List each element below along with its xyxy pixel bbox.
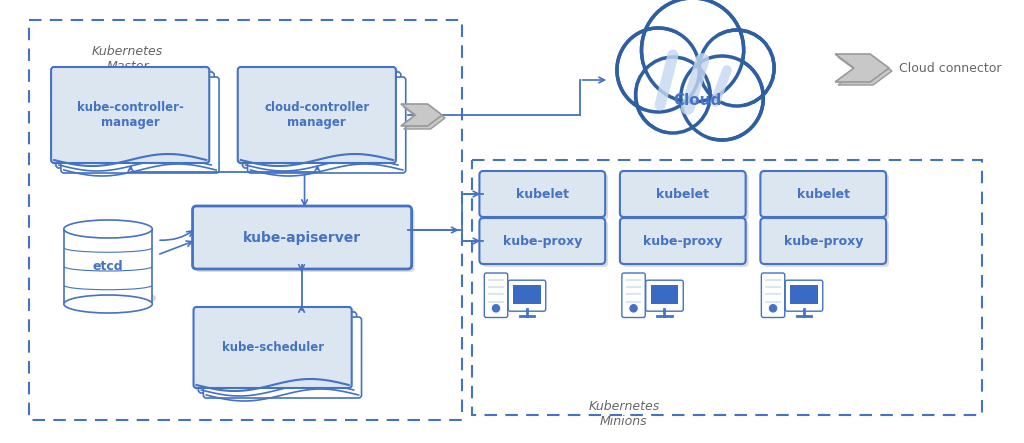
Circle shape (769, 305, 776, 312)
FancyBboxPatch shape (508, 280, 546, 311)
Circle shape (681, 56, 763, 140)
FancyBboxPatch shape (56, 72, 214, 168)
Text: kubelet: kubelet (797, 187, 850, 201)
Text: kube-proxy: kube-proxy (783, 234, 863, 248)
Text: kube-scheduler: kube-scheduler (221, 341, 324, 354)
FancyBboxPatch shape (248, 77, 406, 173)
Polygon shape (835, 54, 889, 82)
Text: kube-apiserver: kube-apiserver (243, 230, 361, 245)
FancyBboxPatch shape (620, 171, 745, 217)
FancyBboxPatch shape (763, 174, 889, 220)
FancyBboxPatch shape (196, 209, 415, 272)
Ellipse shape (63, 220, 153, 238)
Text: kubelet: kubelet (516, 187, 568, 201)
FancyBboxPatch shape (51, 67, 209, 163)
FancyBboxPatch shape (620, 218, 745, 264)
Circle shape (493, 305, 500, 312)
FancyBboxPatch shape (193, 206, 412, 269)
FancyBboxPatch shape (479, 171, 605, 217)
FancyBboxPatch shape (622, 273, 645, 318)
FancyBboxPatch shape (762, 273, 784, 318)
FancyBboxPatch shape (484, 273, 508, 318)
FancyBboxPatch shape (791, 285, 818, 304)
Circle shape (641, 0, 743, 102)
FancyBboxPatch shape (53, 69, 213, 167)
FancyBboxPatch shape (482, 221, 608, 267)
FancyBboxPatch shape (199, 312, 356, 393)
Text: kube-controller-
manager: kube-controller- manager (77, 101, 183, 129)
FancyBboxPatch shape (761, 171, 886, 217)
Circle shape (699, 30, 774, 106)
FancyBboxPatch shape (513, 285, 541, 304)
Text: kube-proxy: kube-proxy (503, 234, 582, 248)
FancyBboxPatch shape (623, 221, 749, 267)
FancyBboxPatch shape (238, 67, 396, 163)
FancyBboxPatch shape (194, 307, 351, 388)
Polygon shape (400, 104, 442, 126)
FancyBboxPatch shape (63, 229, 153, 304)
Circle shape (616, 28, 699, 112)
Text: Cloud connector: Cloud connector (899, 62, 1001, 74)
Text: etcd: etcd (93, 260, 123, 273)
FancyBboxPatch shape (204, 317, 361, 398)
Text: cloud-controller
manager: cloud-controller manager (264, 101, 370, 129)
Circle shape (630, 305, 637, 312)
FancyBboxPatch shape (763, 221, 889, 267)
FancyBboxPatch shape (479, 218, 605, 264)
Text: Kubernetes
Master: Kubernetes Master (92, 45, 164, 73)
Polygon shape (838, 57, 892, 85)
Text: kubelet: kubelet (656, 187, 710, 201)
FancyBboxPatch shape (646, 280, 683, 311)
Circle shape (636, 57, 711, 133)
FancyBboxPatch shape (623, 174, 749, 220)
FancyBboxPatch shape (761, 218, 886, 264)
Text: Cloud: Cloud (674, 93, 722, 108)
Ellipse shape (63, 295, 153, 313)
FancyBboxPatch shape (482, 174, 608, 220)
FancyBboxPatch shape (240, 69, 399, 167)
FancyBboxPatch shape (785, 280, 822, 311)
FancyBboxPatch shape (196, 309, 355, 392)
FancyBboxPatch shape (60, 77, 219, 173)
FancyBboxPatch shape (243, 72, 400, 168)
Circle shape (639, 30, 746, 140)
FancyBboxPatch shape (650, 285, 678, 304)
Text: Kubernetes
Minions: Kubernetes Minions (588, 400, 659, 428)
Ellipse shape (67, 289, 156, 307)
Text: kube-proxy: kube-proxy (643, 234, 723, 248)
Polygon shape (403, 107, 445, 129)
